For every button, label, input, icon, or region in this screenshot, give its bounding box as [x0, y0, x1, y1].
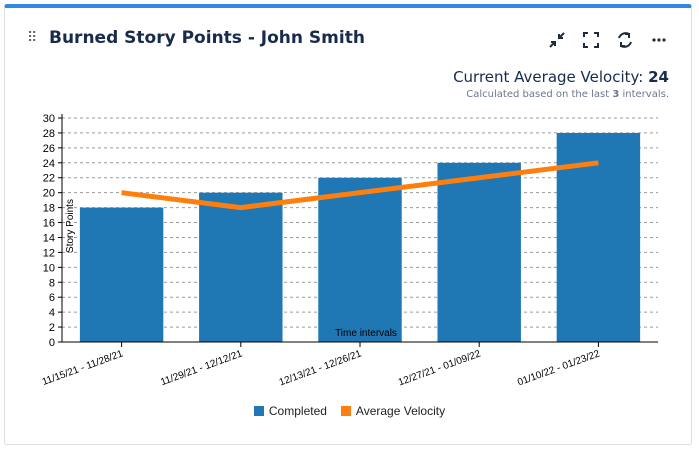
widget-actions — [547, 30, 669, 50]
x-axis-title: Time intervals — [335, 328, 397, 339]
legend-label-velocity: Average Velocity — [355, 404, 446, 418]
refresh-icon[interactable] — [615, 30, 635, 50]
y-tick-label: 4 — [49, 307, 55, 319]
velocity-note-prefix: Calculated based on the last — [466, 89, 610, 100]
velocity-note: Calculated based on the last 3 intervals… — [453, 89, 669, 100]
bar-completed — [199, 192, 283, 342]
y-tick-label: 2 — [49, 322, 55, 334]
drag-handle-icon[interactable]: ⠿ — [27, 29, 37, 45]
legend-item-completed[interactable]: Completed — [253, 404, 327, 418]
velocity-summary: Current Average Velocity: 24 Calculated … — [453, 68, 669, 100]
y-tick-label: 14 — [43, 232, 55, 244]
y-tick-label: 28 — [43, 128, 55, 140]
fullscreen-icon[interactable] — [581, 30, 601, 50]
y-tick-label: 6 — [49, 292, 55, 304]
y-tick-label: 18 — [43, 203, 55, 215]
bar-completed — [437, 162, 521, 342]
legend-item-velocity[interactable]: Average Velocity — [340, 404, 446, 418]
widget-header: ⠿ Burned Story Points - John Smith — [5, 8, 691, 68]
y-tick-label: 8 — [49, 277, 55, 289]
y-tick-label: 24 — [43, 158, 55, 170]
velocity-note-count: 3 — [612, 89, 620, 100]
widget-title: Burned Story Points - John Smith — [49, 28, 365, 48]
x-tick-label: 11/15/21 - 11/28/21 — [41, 348, 125, 388]
minimize-icon[interactable] — [547, 30, 567, 50]
velocity-line — [121, 160, 599, 211]
legend-swatch-completed — [253, 406, 264, 416]
y-tick-label: 0 — [49, 337, 55, 349]
y-tick-label: 20 — [43, 188, 55, 200]
x-tick-label: 12/27/21 - 01/09/22 — [397, 348, 483, 388]
chart-legend: Completed Average Velocity — [0, 404, 699, 418]
velocity-value: 24 — [648, 68, 669, 86]
velocity-note-suffix: intervals. — [622, 89, 669, 100]
y-tick-label: 10 — [43, 262, 55, 274]
y-tick-label: 30 — [43, 113, 55, 125]
bar-completed — [318, 177, 402, 342]
y-tick-label: 26 — [43, 143, 55, 155]
velocity-label: Current Average Velocity: — [453, 68, 644, 86]
y-tick-label: 16 — [43, 218, 55, 230]
legend-swatch-velocity — [340, 406, 351, 416]
x-tick-label: 01/10/22 - 01/23/22 — [516, 348, 602, 388]
more-icon[interactable] — [649, 30, 669, 50]
velocity-headline: Current Average Velocity: 24 — [453, 68, 669, 86]
y-tick-label: 12 — [43, 247, 55, 259]
legend-label-completed: Completed — [268, 404, 327, 418]
y-tick-label: 22 — [43, 173, 55, 185]
x-tick-label: 11/29/21 - 12/12/21 — [159, 348, 244, 388]
bar-completed — [79, 207, 164, 342]
y-axis-title: Story Points — [65, 199, 76, 253]
x-tick-label: 12/13/21 - 12/26/21 — [278, 348, 364, 388]
